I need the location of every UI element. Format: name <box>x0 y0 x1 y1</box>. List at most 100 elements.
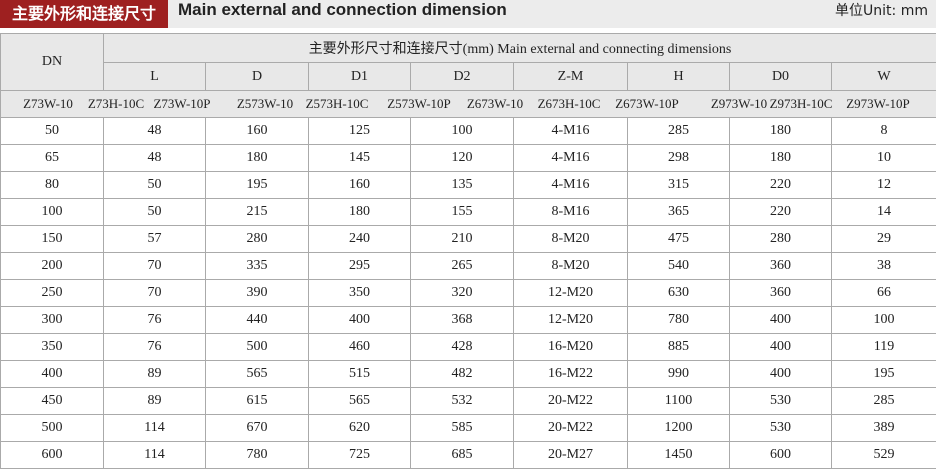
value-cell: 885 <box>627 333 730 361</box>
value-cell: 600 <box>729 441 832 469</box>
value-cell: 780 <box>205 441 309 469</box>
value-cell: 460 <box>308 333 411 361</box>
data-row: 200 70 335 295 265 8-M20 540 360 38 <box>0 252 936 280</box>
column-header: Z-M <box>513 62 628 91</box>
value-cell: 20-M27 <box>513 441 628 469</box>
data-row: 350 76 500 460 428 16-M20 885 400 119 <box>0 333 936 361</box>
value-cell: 8-M20 <box>513 252 628 280</box>
value-cell: 565 <box>308 387 411 415</box>
value-cell: 160 <box>308 171 411 199</box>
model-code: Z573H-10C <box>305 96 369 111</box>
value-cell: 20-M22 <box>513 414 628 442</box>
value-cell: 180 <box>205 144 309 172</box>
dimension-table: DN 主要外形尺寸和连接尺寸(mm) Main external and conn… <box>0 33 936 469</box>
value-cell: 145 <box>308 144 411 172</box>
value-cell: 530 <box>729 387 832 415</box>
value-cell: 195 <box>830 360 936 388</box>
value-cell: 195 <box>205 171 309 199</box>
value-cell: 365 <box>627 198 730 226</box>
value-cell: 1450 <box>627 441 730 469</box>
value-cell: 12-M20 <box>513 279 628 307</box>
value-cell: 20-M22 <box>513 387 628 415</box>
value-cell: 285 <box>830 387 936 415</box>
header-title: Main external and connection dimension <box>178 0 507 19</box>
value-cell: 114 <box>103 414 206 442</box>
value-cell: 12-M20 <box>513 306 628 334</box>
value-cell: 48 <box>103 144 206 172</box>
dn-cell: 450 <box>0 387 104 415</box>
value-cell: 57 <box>103 225 206 253</box>
dn-cell: 65 <box>0 144 104 172</box>
value-cell: 240 <box>308 225 411 253</box>
model-code: Z973W-10 <box>710 96 768 111</box>
value-cell: 990 <box>627 360 730 388</box>
value-cell: 475 <box>627 225 730 253</box>
model-code: Z573W-10P <box>387 96 451 111</box>
value-cell: 120 <box>410 144 514 172</box>
dn-cell: 250 <box>0 279 104 307</box>
value-cell: 360 <box>729 279 832 307</box>
value-cell: 89 <box>103 360 206 388</box>
value-cell: 70 <box>103 252 206 280</box>
value-cell: 400 <box>729 306 832 334</box>
value-cell: 100 <box>830 306 936 334</box>
unit-label: 单位Unit: mm <box>835 3 928 19</box>
data-row: 450 89 615 565 532 20-M22 1100 530 285 <box>0 387 936 415</box>
value-cell: 320 <box>410 279 514 307</box>
value-cell: 440 <box>205 306 309 334</box>
model-code: Z673H-10C <box>537 96 601 111</box>
value-cell: 298 <box>627 144 730 172</box>
value-cell: 125 <box>308 117 411 145</box>
value-cell: 4-M16 <box>513 117 628 145</box>
dn-cell: 200 <box>0 252 104 280</box>
value-cell: 29 <box>830 225 936 253</box>
value-cell: 615 <box>205 387 309 415</box>
value-cell: 50 <box>103 171 206 199</box>
value-cell: 76 <box>103 333 206 361</box>
dn-cell: 500 <box>0 414 104 442</box>
value-cell: 135 <box>410 171 514 199</box>
model-code: Z73W-10 <box>23 96 73 111</box>
value-cell: 12 <box>830 171 936 199</box>
data-row: 300 76 440 400 368 12-M20 780 400 100 <box>0 306 936 334</box>
value-cell: 119 <box>830 333 936 361</box>
value-cell: 670 <box>205 414 309 442</box>
column-header: W <box>830 62 936 91</box>
value-cell: 400 <box>729 333 832 361</box>
dn-cell: 80 <box>0 171 104 199</box>
value-cell: 89 <box>103 387 206 415</box>
value-cell: 16-M20 <box>513 333 628 361</box>
value-cell: 630 <box>627 279 730 307</box>
value-cell: 428 <box>410 333 514 361</box>
value-cell: 335 <box>205 252 309 280</box>
value-cell: 390 <box>205 279 309 307</box>
value-cell: 280 <box>729 225 832 253</box>
value-cell: 285 <box>627 117 730 145</box>
value-cell: 1100 <box>627 387 730 415</box>
model-code: Z673W-10 <box>466 96 524 111</box>
value-cell: 400 <box>308 306 411 334</box>
dn-cell: 100 <box>0 198 104 226</box>
value-cell: 725 <box>308 441 411 469</box>
corner-header: DN <box>0 33 104 91</box>
dn-cell: 50 <box>0 117 104 145</box>
value-cell: 315 <box>627 171 730 199</box>
data-row: 50 48 160 125 100 4-M16 285 180 8 <box>0 117 936 145</box>
dn-cell: 350 <box>0 333 104 361</box>
value-cell: 515 <box>308 360 411 388</box>
value-cell: 66 <box>830 279 936 307</box>
value-cell: 50 <box>103 198 206 226</box>
data-row: 65 48 180 145 120 4-M16 298 180 10 <box>0 144 936 172</box>
model-code: Z573W-10 <box>236 96 294 111</box>
value-cell: 8-M16 <box>513 198 628 226</box>
value-cell: 180 <box>308 198 411 226</box>
data-row: 150 57 280 240 210 8-M20 475 280 29 <box>0 225 936 253</box>
value-cell: 585 <box>410 414 514 442</box>
value-cell: 8 <box>830 117 936 145</box>
model-code: Z73W-10P <box>153 96 211 111</box>
value-cell: 360 <box>729 252 832 280</box>
value-cell: 38 <box>830 252 936 280</box>
value-cell: 16-M22 <box>513 360 628 388</box>
value-cell: 685 <box>410 441 514 469</box>
